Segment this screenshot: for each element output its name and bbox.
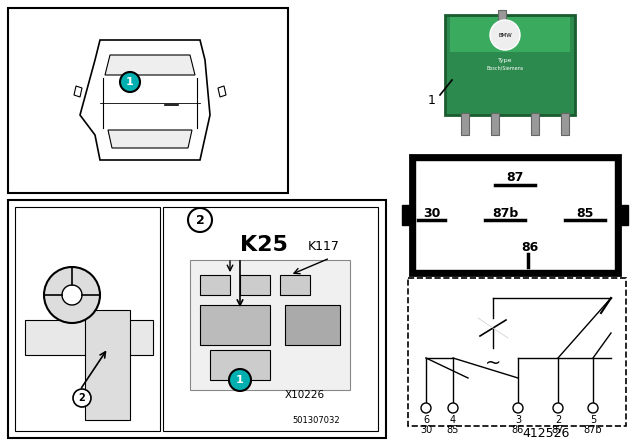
Bar: [8, 8, 288, 193]
Polygon shape: [108, 130, 192, 148]
Text: 2: 2: [555, 415, 561, 425]
Bar: [445, 15, 575, 115]
Bar: [561, 113, 569, 135]
Text: 3: 3: [515, 415, 521, 425]
Bar: [285, 305, 340, 345]
Bar: [618, 205, 628, 225]
Text: 86: 86: [512, 425, 524, 435]
Text: 87: 87: [506, 171, 524, 184]
Bar: [410, 155, 620, 275]
Text: X10226: X10226: [285, 390, 325, 400]
Text: 30: 30: [423, 207, 441, 220]
Text: 2: 2: [196, 214, 204, 227]
Bar: [531, 113, 539, 135]
Bar: [408, 278, 626, 426]
Polygon shape: [218, 86, 226, 97]
Bar: [280, 275, 310, 295]
Bar: [85, 310, 130, 420]
Text: 87: 87: [552, 425, 564, 435]
Text: 501307032: 501307032: [292, 416, 340, 425]
Text: Type: Type: [498, 57, 512, 63]
Text: 85: 85: [576, 207, 594, 220]
Text: 6: 6: [423, 415, 429, 425]
Text: 87b: 87b: [584, 425, 602, 435]
Polygon shape: [80, 40, 210, 160]
Text: 412526: 412526: [523, 427, 570, 440]
Text: 1: 1: [428, 94, 436, 107]
Polygon shape: [74, 86, 82, 97]
Bar: [450, 17, 570, 52]
Circle shape: [553, 403, 563, 413]
Circle shape: [44, 267, 100, 323]
Bar: [8, 200, 386, 438]
Text: 1: 1: [126, 77, 134, 87]
Bar: [15, 207, 160, 431]
Text: 86: 86: [522, 241, 539, 254]
Bar: [402, 205, 412, 225]
Bar: [498, 10, 506, 22]
Bar: [491, 113, 499, 135]
Circle shape: [73, 389, 91, 407]
Bar: [415, 160, 615, 270]
Circle shape: [588, 403, 598, 413]
Bar: [25, 320, 153, 355]
Text: Bosch/Siemens: Bosch/Siemens: [486, 65, 524, 70]
Text: K117: K117: [308, 240, 340, 253]
Text: 87b: 87b: [492, 207, 518, 220]
Circle shape: [229, 369, 251, 391]
Bar: [163, 207, 378, 431]
Circle shape: [448, 403, 458, 413]
Bar: [200, 305, 270, 345]
Bar: [461, 113, 469, 135]
Text: ~: ~: [485, 353, 501, 372]
Circle shape: [62, 285, 82, 305]
Text: K25: K25: [240, 235, 288, 255]
Polygon shape: [105, 55, 195, 75]
Text: BMW: BMW: [498, 33, 512, 38]
Text: 85: 85: [447, 425, 459, 435]
Text: 30: 30: [420, 425, 432, 435]
Text: 2: 2: [79, 393, 85, 403]
Text: 1: 1: [236, 375, 244, 385]
Circle shape: [421, 403, 431, 413]
Bar: [200, 275, 230, 295]
Text: 4: 4: [450, 415, 456, 425]
Bar: [478, 318, 508, 338]
Bar: [240, 275, 270, 295]
Bar: [468, 348, 518, 378]
Bar: [210, 350, 270, 380]
Circle shape: [490, 20, 520, 50]
Circle shape: [513, 403, 523, 413]
Circle shape: [120, 72, 140, 92]
Text: 5: 5: [590, 415, 596, 425]
Bar: [190, 260, 350, 390]
Circle shape: [188, 208, 212, 232]
